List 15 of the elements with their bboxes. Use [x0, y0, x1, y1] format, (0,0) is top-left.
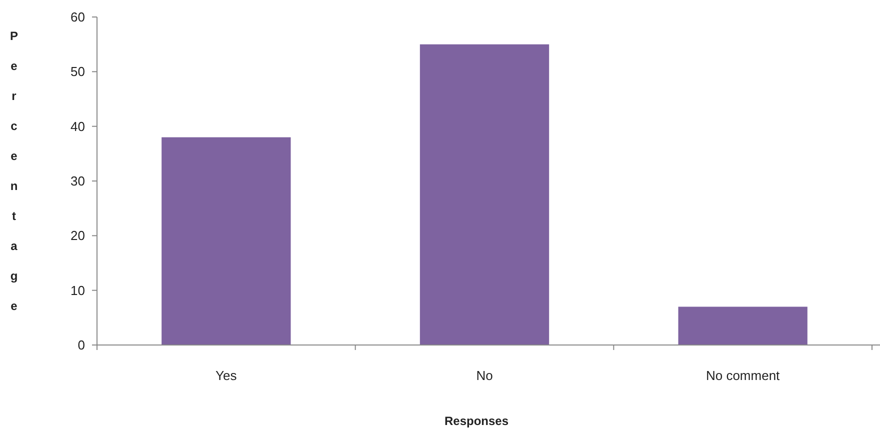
y-tick-label: 30: [70, 174, 85, 189]
y-tick-label: 60: [70, 10, 85, 25]
y-tick-label: 40: [70, 118, 85, 134]
y-tick-label: 50: [70, 64, 85, 80]
bar: [162, 137, 291, 345]
y-tick-label: 10: [70, 282, 85, 298]
bar: [420, 44, 550, 345]
x-axis-title: Responses: [444, 414, 509, 428]
text: Percentage: [10, 29, 18, 313]
x-tick-label: Yes: [216, 368, 238, 383]
x-tick-label: No: [476, 368, 493, 383]
x-tick-label: No comment: [706, 368, 780, 383]
bar: [678, 306, 808, 345]
y-tick-label: 0: [78, 338, 85, 353]
y-tick-label: 20: [70, 228, 85, 244]
